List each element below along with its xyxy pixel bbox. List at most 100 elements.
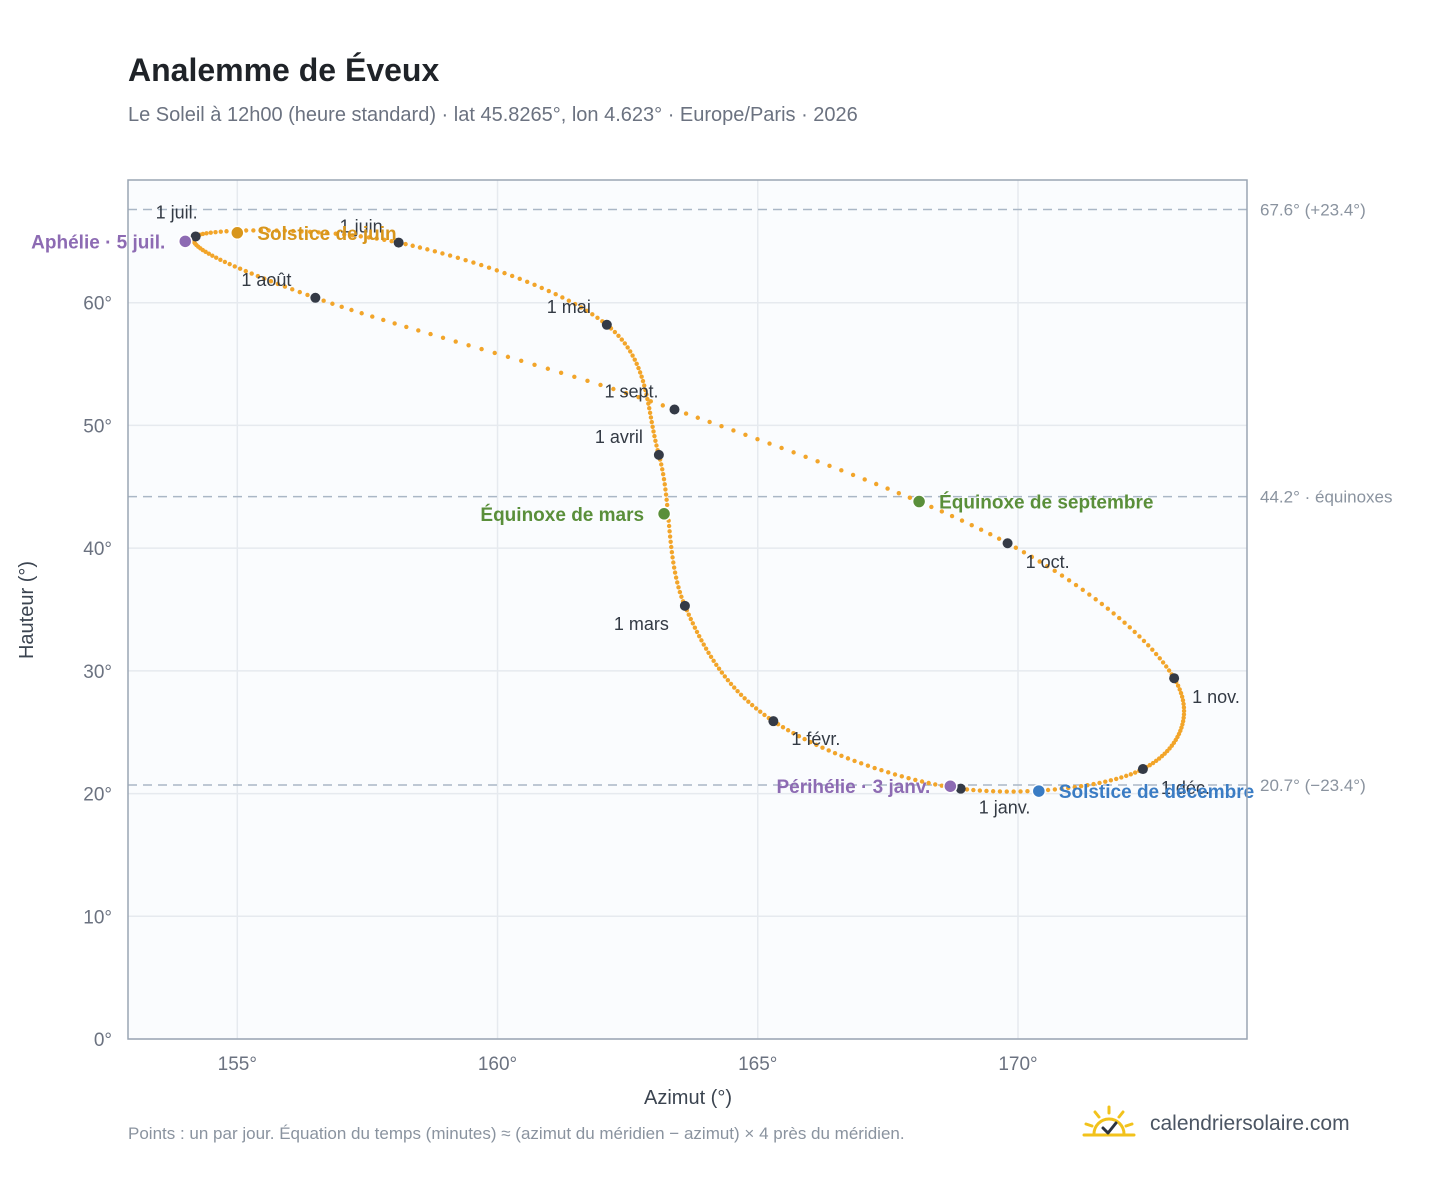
month-label: 1 janv. bbox=[979, 798, 1031, 818]
x-tick-label: 155° bbox=[218, 1054, 257, 1075]
daily-point bbox=[978, 527, 984, 532]
daily-point bbox=[670, 555, 675, 560]
daily-point bbox=[1108, 778, 1114, 783]
daily-point bbox=[703, 646, 709, 651]
daily-point bbox=[686, 612, 691, 617]
daily-point bbox=[872, 765, 877, 771]
daily-point bbox=[669, 550, 675, 555]
daily-point bbox=[1111, 611, 1116, 616]
daily-point bbox=[683, 411, 689, 416]
daily-point bbox=[701, 642, 706, 647]
daily-point bbox=[1175, 683, 1181, 688]
daily-point bbox=[671, 560, 676, 565]
daily-point bbox=[1179, 694, 1185, 699]
daily-point bbox=[662, 482, 667, 487]
daily-point bbox=[525, 279, 530, 284]
daily-point bbox=[885, 486, 890, 491]
y-tick-label: 20° bbox=[83, 785, 112, 806]
daily-point bbox=[502, 270, 507, 276]
daily-point bbox=[676, 585, 681, 590]
daily-point bbox=[598, 382, 603, 388]
brand[interactable]: calendriersolaire.com bbox=[1082, 1100, 1350, 1148]
daily-point bbox=[815, 459, 820, 464]
daily-point bbox=[206, 251, 212, 256]
daily-point bbox=[572, 374, 577, 380]
daily-point bbox=[249, 271, 254, 276]
daily-point bbox=[780, 725, 786, 730]
daily-point bbox=[852, 758, 857, 764]
daily-point bbox=[282, 284, 288, 289]
daily-point bbox=[268, 279, 274, 284]
daily-point bbox=[714, 662, 719, 667]
daily-point bbox=[416, 328, 421, 333]
daily-point bbox=[827, 463, 832, 469]
daily-point bbox=[732, 685, 737, 690]
daily-point bbox=[660, 403, 665, 408]
daily-point bbox=[255, 273, 261, 279]
daily-point bbox=[1052, 568, 1057, 574]
event-marker bbox=[230, 225, 245, 241]
daily-point bbox=[282, 228, 288, 233]
daily-point bbox=[1128, 772, 1134, 777]
daily-point bbox=[725, 677, 731, 683]
daily-point bbox=[381, 317, 386, 323]
daily-point bbox=[330, 301, 335, 306]
daily-point bbox=[672, 570, 678, 575]
daily-point bbox=[1181, 701, 1186, 707]
event-label: Aphélie · 5 juil. bbox=[31, 232, 165, 253]
daily-point bbox=[803, 454, 808, 460]
daily-point bbox=[743, 432, 748, 437]
daily-point bbox=[374, 236, 379, 241]
daily-point bbox=[517, 276, 522, 282]
footnote: Points : un par jour. Équation du temps … bbox=[128, 1124, 905, 1143]
daily-point bbox=[425, 247, 430, 252]
daily-point bbox=[1150, 647, 1155, 652]
daily-point bbox=[667, 529, 672, 534]
daily-point bbox=[1164, 664, 1169, 669]
month-marker bbox=[1137, 764, 1148, 775]
daily-point bbox=[634, 361, 639, 367]
event-marker bbox=[911, 494, 927, 509]
daily-point bbox=[939, 783, 944, 788]
daily-point bbox=[232, 264, 237, 269]
daily-point bbox=[648, 399, 654, 404]
daily-point bbox=[274, 228, 279, 233]
daily-point bbox=[1181, 705, 1187, 710]
daily-point bbox=[728, 681, 734, 687]
daily-point bbox=[266, 228, 271, 233]
daily-point bbox=[616, 333, 621, 338]
daily-point bbox=[545, 366, 551, 371]
month-label: 1 oct. bbox=[1026, 552, 1070, 572]
daily-point bbox=[290, 287, 295, 292]
month-marker bbox=[768, 716, 779, 727]
y-tick-label: 0° bbox=[94, 1030, 112, 1051]
daily-point bbox=[628, 349, 633, 354]
daily-point bbox=[746, 699, 751, 704]
daily-point bbox=[666, 523, 672, 529]
daily-point bbox=[719, 670, 725, 675]
daily-point bbox=[663, 492, 669, 497]
month-marker bbox=[1002, 538, 1013, 549]
daily-point bbox=[453, 339, 458, 344]
daily-point bbox=[339, 304, 344, 310]
daily-point bbox=[791, 731, 796, 736]
daily-point bbox=[1103, 779, 1108, 784]
brand-text[interactable]: calendriersolaire.com bbox=[1150, 1112, 1350, 1135]
daily-point bbox=[839, 753, 844, 758]
month-marker bbox=[955, 783, 966, 794]
daily-point bbox=[417, 245, 423, 250]
event-marker bbox=[656, 506, 672, 522]
daily-point bbox=[358, 234, 363, 239]
daily-point bbox=[845, 756, 851, 761]
daily-point bbox=[410, 243, 415, 248]
daily-point bbox=[859, 761, 864, 766]
daily-point bbox=[389, 238, 394, 244]
daily-point bbox=[1156, 756, 1162, 761]
daily-point bbox=[1013, 545, 1019, 550]
daily-point bbox=[639, 374, 644, 379]
daily-point bbox=[933, 782, 938, 787]
daily-point bbox=[694, 629, 700, 635]
reference-line-label: 44.2° · équinoxes bbox=[1260, 488, 1393, 507]
daily-point bbox=[546, 288, 552, 294]
daily-point bbox=[636, 365, 641, 371]
